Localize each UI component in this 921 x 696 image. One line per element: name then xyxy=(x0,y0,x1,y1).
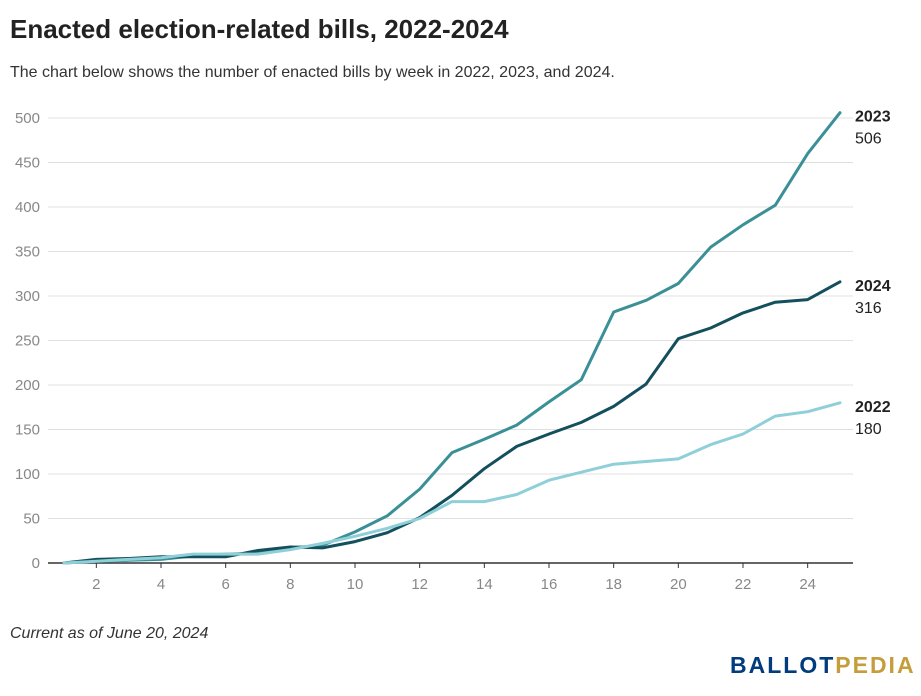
x-axis-ticks: 2 4 6 8 10 12 14 16 18 20 22 24 xyxy=(92,563,816,593)
x-tick-label: 10 xyxy=(347,576,364,593)
y-tick-label: 450 xyxy=(15,155,40,172)
y-tick-label: 500 xyxy=(15,110,40,127)
y-tick-label: 0 xyxy=(32,555,40,572)
y-tick-label: 100 xyxy=(15,466,40,483)
chart-subtitle: The chart below shows the number of enac… xyxy=(10,64,615,81)
chart-title: Enacted election-related bills, 2022-202… xyxy=(10,14,509,44)
logo-part-ballot: BALLOT xyxy=(730,652,836,678)
y-tick-label: 200 xyxy=(15,377,40,394)
y-tick-label: 350 xyxy=(15,244,40,261)
series-line-2022 xyxy=(62,401,842,565)
y-tick-label: 250 xyxy=(15,333,40,350)
x-tick-label: 24 xyxy=(799,576,816,593)
series-lines xyxy=(62,111,842,565)
y-axis-ticks: 0 50 100 150 200 250 300 350 400 450 500 xyxy=(15,110,40,572)
footnote: Current as of June 20, 2024 xyxy=(10,625,209,642)
x-tick-label: 4 xyxy=(157,576,165,593)
x-tick-label: 20 xyxy=(670,576,687,593)
y-tick-label: 400 xyxy=(15,199,40,216)
series-value-2023: 506 xyxy=(855,131,882,148)
series-value-2022: 180 xyxy=(855,421,882,438)
y-tick-label: 50 xyxy=(23,511,40,528)
x-tick-label: 2 xyxy=(92,576,100,593)
series-label-2023: 2023 xyxy=(855,109,891,126)
logo-part-pedia: PEDIA xyxy=(835,652,916,678)
x-tick-label: 22 xyxy=(735,576,752,593)
x-tick-label: 16 xyxy=(541,576,558,593)
gridlines xyxy=(48,117,853,564)
x-tick-label: 6 xyxy=(221,576,229,593)
series-end-labels: 2023 506 2024 316 2022 180 xyxy=(855,109,891,438)
series-line-2024 xyxy=(62,280,842,565)
series-label-2024: 2024 xyxy=(855,278,891,295)
x-tick-label: 14 xyxy=(476,576,493,593)
x-tick-label: 18 xyxy=(605,576,622,593)
y-tick-label: 300 xyxy=(15,288,40,305)
series-label-2022: 2022 xyxy=(855,399,891,416)
series-value-2024: 316 xyxy=(855,300,882,317)
ballotpedia-logo[interactable]: BALLOTPEDIA xyxy=(730,652,916,679)
y-tick-label: 150 xyxy=(15,422,40,439)
x-tick-label: 8 xyxy=(286,576,294,593)
x-tick-label: 12 xyxy=(411,576,428,593)
